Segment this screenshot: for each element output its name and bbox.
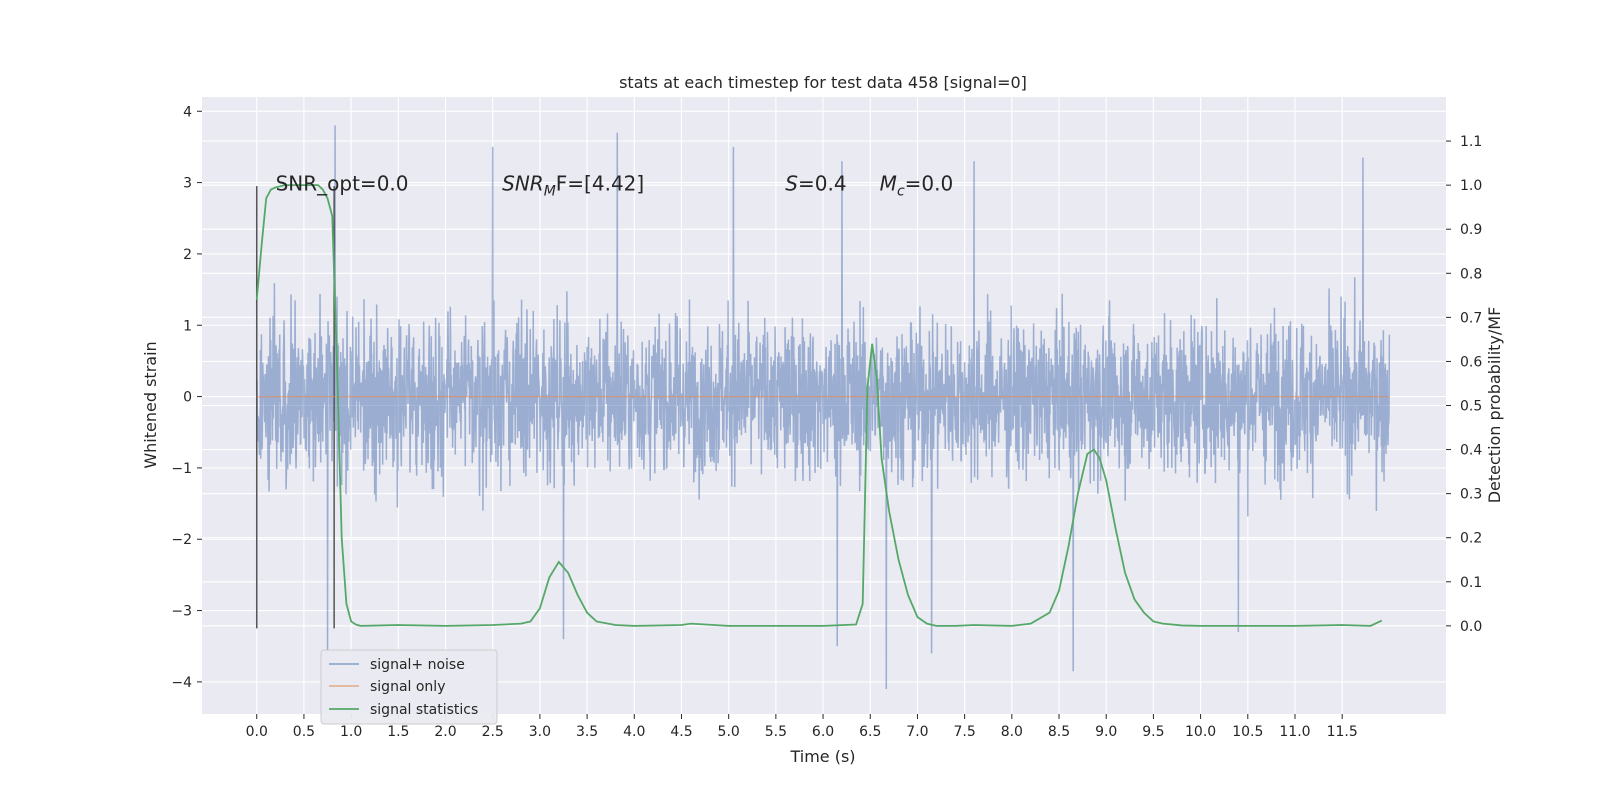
annotation-0: SNR_opt=0.0: [276, 172, 409, 196]
y-tick-label-right: 0.1: [1460, 575, 1482, 591]
x-tick-label: 5.5: [765, 724, 787, 740]
y-tick-label-left: 1: [183, 318, 192, 334]
x-tick-label: 1.0: [340, 724, 362, 740]
x-axis-label: Time (s): [789, 747, 855, 766]
annotation-2: S=0.4: [785, 172, 846, 196]
x-tick-label: 2.0: [434, 724, 456, 740]
annotation-3: Mc=0.0: [880, 172, 954, 200]
signal-statistics-series: [255, 184, 1383, 627]
x-tick-label: 10.5: [1232, 724, 1263, 740]
x-ticks: 0.0 0.5 1.0 1.5 2.0 2.5 3.0 3.5 4.0 4.5 5.0 5.5 6.0 6…: [246, 714, 1358, 740]
x-tick-label: 8.5: [1048, 724, 1070, 740]
noise-series: [255, 125, 1391, 690]
x-tick-label: 4.0: [623, 724, 645, 740]
x-tick-label: 6.0: [812, 724, 834, 740]
x-tick-label: 11.0: [1279, 724, 1310, 740]
y-tick-label-left: 3: [183, 176, 192, 192]
annotations: SNR_opt=0.0 SNRMF=[4.42] S=0.4 Mc=0.0: [276, 172, 954, 200]
x-tick-label: 7.5: [954, 724, 976, 740]
legend-label-stats: signal statistics: [370, 702, 478, 718]
noise-line: [255, 125, 1391, 690]
y-tick-label-left: 0: [183, 390, 192, 406]
annotation-1: SNRMF=[4.42]: [502, 172, 644, 200]
legend-label-signal: signal only: [370, 679, 445, 695]
y-tick-label-left: −4: [171, 675, 192, 691]
x-tick-label: 0.0: [246, 724, 268, 740]
x-tick-label: 9.5: [1142, 724, 1164, 740]
y-tick-label-right: 0.2: [1460, 531, 1482, 547]
y-tick-label-right: 0.5: [1460, 399, 1482, 415]
x-tick-label: 1.5: [387, 724, 409, 740]
y-tick-label-left: −3: [171, 604, 192, 620]
y-tick-label-left: 4: [183, 104, 192, 120]
x-tick-label: 3.5: [576, 724, 598, 740]
x-tick-label: 8.0: [1001, 724, 1023, 740]
legend-box: [320, 649, 498, 725]
y-tick-label-left: 2: [183, 247, 192, 263]
x-tick-label: 10.0: [1185, 724, 1216, 740]
x-tick-label: 4.5: [670, 724, 692, 740]
y-ticks-left: −4 −3 −2 −1 0 1 2 3 4: [171, 104, 202, 691]
y-tick-label-right: 0.6: [1460, 354, 1482, 370]
x-tick-label: 6.5: [859, 724, 881, 740]
x-tick-label: 7.0: [906, 724, 928, 740]
legend-label-noise: signal+ noise: [370, 657, 465, 673]
x-tick-label: 9.0: [1095, 724, 1117, 740]
y-tick-label-right: 0.4: [1460, 443, 1482, 459]
y-tick-label-left: −2: [171, 532, 192, 548]
y-axis-label-right: Detection probability/MF: [1485, 307, 1504, 504]
y-axis-label-left: Whitened strain: [141, 341, 160, 468]
x-tick-label: 11.5: [1327, 724, 1358, 740]
y-tick-label-left: −1: [171, 461, 192, 477]
x-tick-label: 2.5: [482, 724, 504, 740]
legend: signal+ noise signal only signal statist…: [320, 649, 498, 725]
y-tick-label-right: 0.0: [1460, 619, 1482, 635]
y-tick-label-right: 0.9: [1460, 222, 1482, 238]
y-ticks-right: 0.0 0.1 0.2 0.3 0.4 0.5 0.6 0.7 0.8 0.9 1.0 1.1: [1446, 134, 1482, 635]
x-tick-label: 3.0: [529, 724, 551, 740]
y-tick-label-right: 1.0: [1460, 178, 1482, 194]
y-tick-label-right: 0.7: [1460, 310, 1482, 326]
x-tick-label: 0.5: [293, 724, 315, 740]
signal-statistics-line: [255, 184, 1383, 627]
y-tick-label-right: 0.8: [1460, 266, 1482, 282]
y-tick-label-right: 1.1: [1460, 134, 1482, 150]
chart-title: stats at each timestep for test data 458…: [619, 73, 1027, 92]
y-tick-label-right: 0.3: [1460, 487, 1482, 503]
x-tick-label: 5.0: [718, 724, 740, 740]
